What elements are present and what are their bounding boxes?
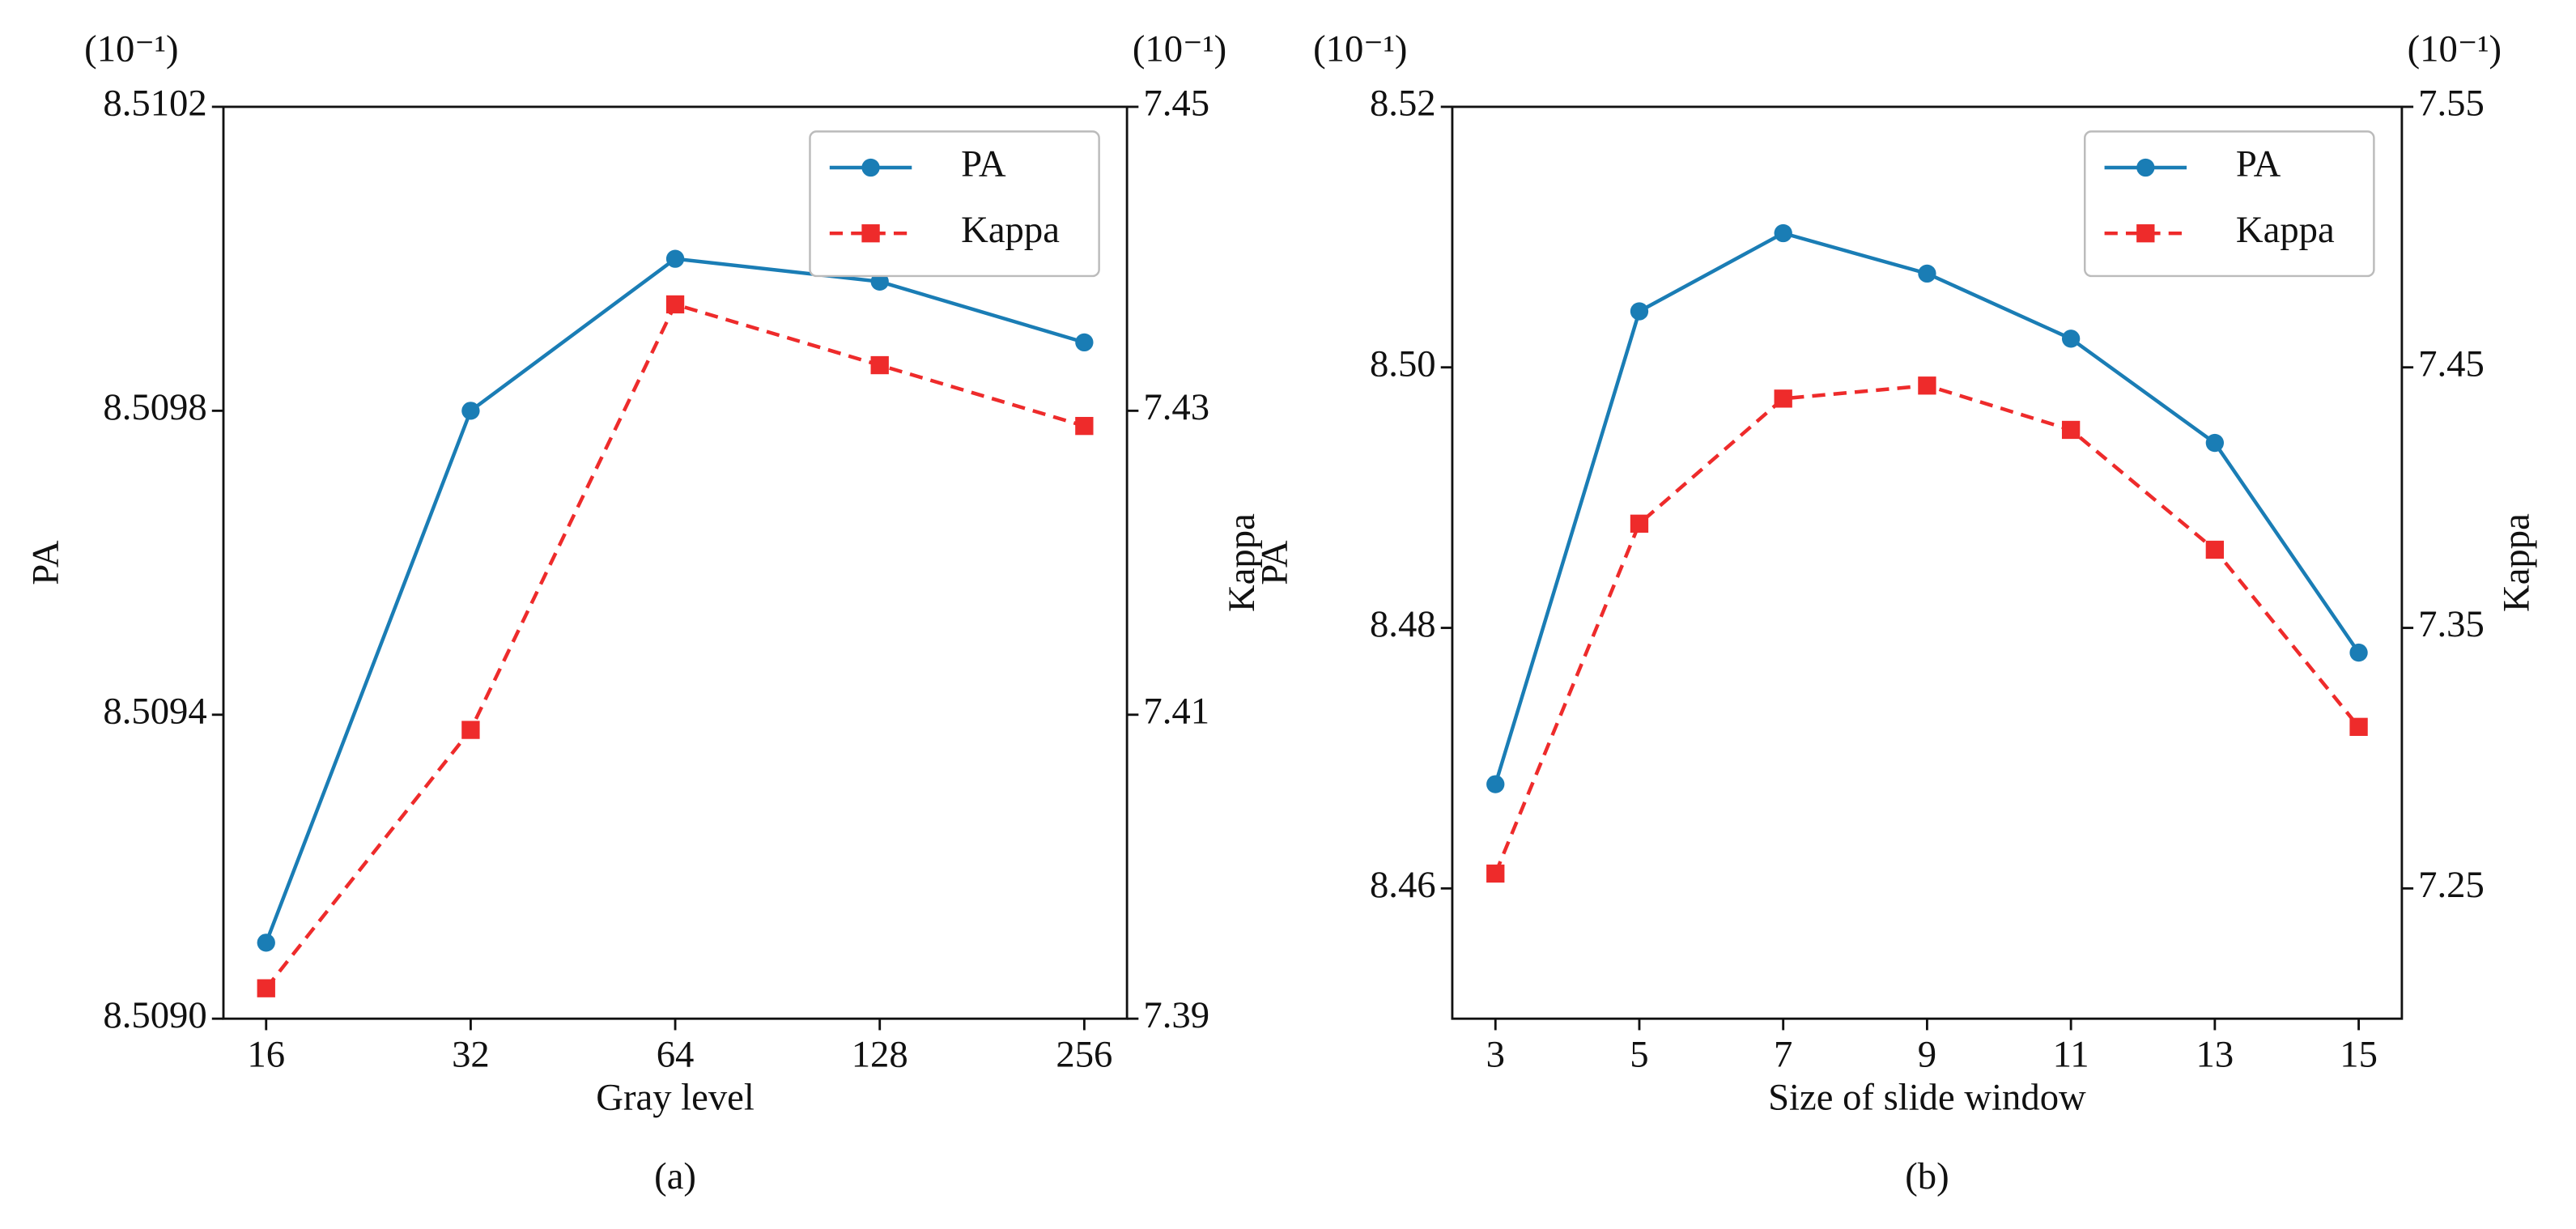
marker: [2349, 717, 2368, 736]
y2-axis-label: Kappa: [2496, 513, 2538, 612]
y-tick-label: 8.46: [1370, 864, 1436, 906]
marker: [2061, 420, 2081, 440]
x-tick-label: 32: [452, 1034, 490, 1076]
series-line: [1494, 383, 2361, 874]
series-line: [1494, 231, 2361, 785]
x-axis-label: Gray level: [596, 1076, 755, 1118]
series-line: [265, 302, 1085, 990]
x-tick-label: 15: [2340, 1034, 2378, 1076]
marker: [2349, 643, 2368, 662]
legend-box: [2084, 130, 2375, 278]
x-tick-label: 11: [2053, 1034, 2089, 1076]
y2-tick-label: 7.35: [2418, 603, 2485, 645]
x-tick-label: 7: [1774, 1034, 1792, 1076]
y-tick-label: 8.52: [1370, 83, 1436, 125]
x-tick-label: 16: [247, 1034, 285, 1076]
y2-tick-label: 7.55: [2418, 83, 2485, 125]
marker: [861, 158, 880, 177]
marker: [665, 249, 685, 268]
y-tick-label: 8.5090: [103, 994, 206, 1036]
legend-label: PA: [961, 143, 1006, 185]
y-tick-label: 8.48: [1370, 603, 1436, 645]
x-tick-label: 3: [1486, 1034, 1505, 1076]
marker: [1918, 376, 1936, 395]
y2-axis-label: Kappa: [1221, 513, 1263, 612]
marker: [2136, 158, 2155, 177]
marker: [861, 224, 880, 243]
marker: [461, 402, 480, 420]
y2-tick-label: 7.41: [1143, 690, 1209, 732]
marker: [1075, 333, 1094, 352]
caption: (b): [1905, 1155, 1949, 1197]
y2-tick-label: 7.25: [2418, 864, 2485, 906]
marker: [1774, 223, 1792, 243]
y-axis-label: PA: [1254, 540, 1296, 585]
x-tick-label: 256: [1056, 1034, 1112, 1076]
legend-label: Kappa: [961, 209, 1060, 251]
x-tick-label: 9: [1918, 1034, 1936, 1076]
legend-box: [809, 130, 1100, 278]
marker: [1630, 514, 1649, 533]
y-axis-label: PA: [25, 540, 67, 585]
marker: [461, 721, 480, 739]
marker: [257, 933, 275, 952]
x-tick-label: 5: [1630, 1034, 1648, 1076]
marker: [665, 295, 685, 314]
marker: [1918, 264, 1936, 283]
y2-tick-label: 7.39: [1143, 994, 1209, 1036]
marker: [2205, 433, 2225, 453]
y-tick-label: 8.5098: [103, 386, 206, 428]
marker: [1075, 416, 1094, 436]
y2-unit-label: (10⁻¹): [1133, 28, 1226, 70]
y2-unit-label: (10⁻¹): [2408, 28, 2502, 70]
x-tick-label: 128: [852, 1034, 908, 1076]
y-unit-label: (10⁻¹): [1313, 28, 1407, 70]
marker: [1486, 864, 1505, 883]
x-tick-label: 64: [657, 1034, 695, 1076]
marker: [2061, 330, 2081, 348]
legend-label: Kappa: [2236, 209, 2335, 251]
marker: [2205, 540, 2225, 559]
y2-tick-label: 7.43: [1143, 386, 1209, 428]
y-unit-label: (10⁻¹): [84, 28, 178, 70]
marker: [870, 355, 889, 375]
marker: [870, 272, 889, 291]
y2-tick-label: 7.45: [2418, 342, 2485, 385]
marker: [1774, 389, 1792, 408]
marker: [1630, 302, 1649, 321]
marker: [2136, 224, 2155, 243]
legend-label: PA: [2236, 143, 2281, 185]
caption: (a): [654, 1155, 696, 1197]
y2-tick-label: 7.45: [1143, 83, 1209, 125]
y-tick-label: 8.5094: [103, 690, 206, 732]
marker: [1486, 775, 1505, 793]
marker: [257, 979, 275, 997]
x-tick-label: 13: [2196, 1034, 2234, 1076]
y-tick-label: 8.5102: [103, 83, 206, 125]
y-tick-label: 8.50: [1370, 342, 1436, 385]
series-line: [264, 257, 1085, 944]
x-axis-label: Size of slide window: [1768, 1076, 2086, 1118]
